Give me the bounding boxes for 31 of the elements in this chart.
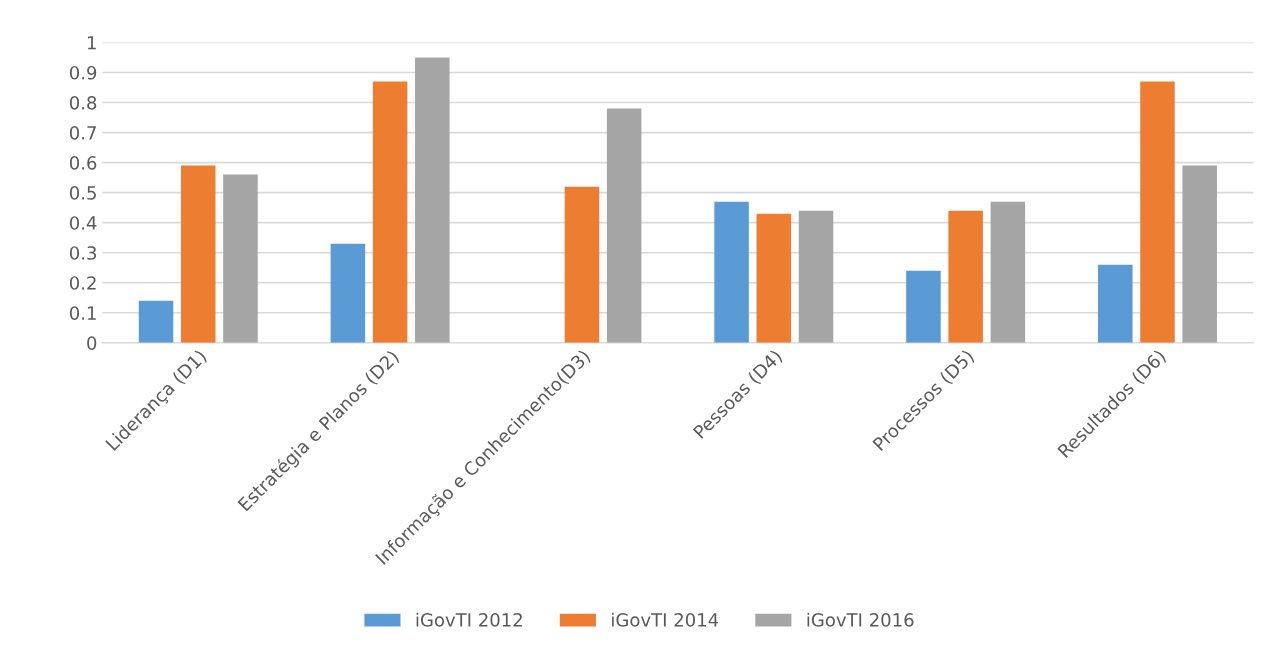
- bar: [714, 201, 749, 343]
- bar: [1140, 81, 1175, 343]
- y-tick-label: 0.2: [69, 276, 96, 290]
- legend-label: iGovTI 2016: [807, 612, 914, 627]
- y-tick-label: 0.3: [69, 246, 97, 260]
- y-tick-label: 0.5: [69, 186, 96, 200]
- bar: [1098, 264, 1133, 343]
- legend-label: iGovTI 2012: [416, 612, 522, 627]
- y-tick-label: 0.7: [69, 126, 96, 140]
- legend-label: iGovTI 2014: [612, 612, 719, 627]
- bar: [948, 210, 983, 343]
- bar: [906, 270, 941, 343]
- y-tick-label: 0: [87, 336, 97, 350]
- y-tick-label: 0.9: [69, 65, 97, 80]
- bar: [798, 210, 834, 343]
- bar: [990, 201, 1026, 343]
- bar: [415, 57, 450, 343]
- bar: [606, 108, 642, 343]
- y-tick-label: 0.8: [69, 95, 97, 110]
- bar: [330, 243, 366, 343]
- bar: [1182, 165, 1217, 343]
- y-tick-label: 0.4: [69, 216, 97, 230]
- bar: [223, 174, 258, 343]
- bar: [372, 81, 408, 343]
- y-tick-label: 1: [87, 36, 96, 50]
- bar: [180, 165, 216, 343]
- y-tick-label: 0.1: [69, 306, 96, 320]
- bar: [756, 213, 792, 343]
- bar: [138, 300, 174, 343]
- y-tick-label: 0.6: [69, 156, 97, 170]
- bar: [564, 186, 600, 343]
